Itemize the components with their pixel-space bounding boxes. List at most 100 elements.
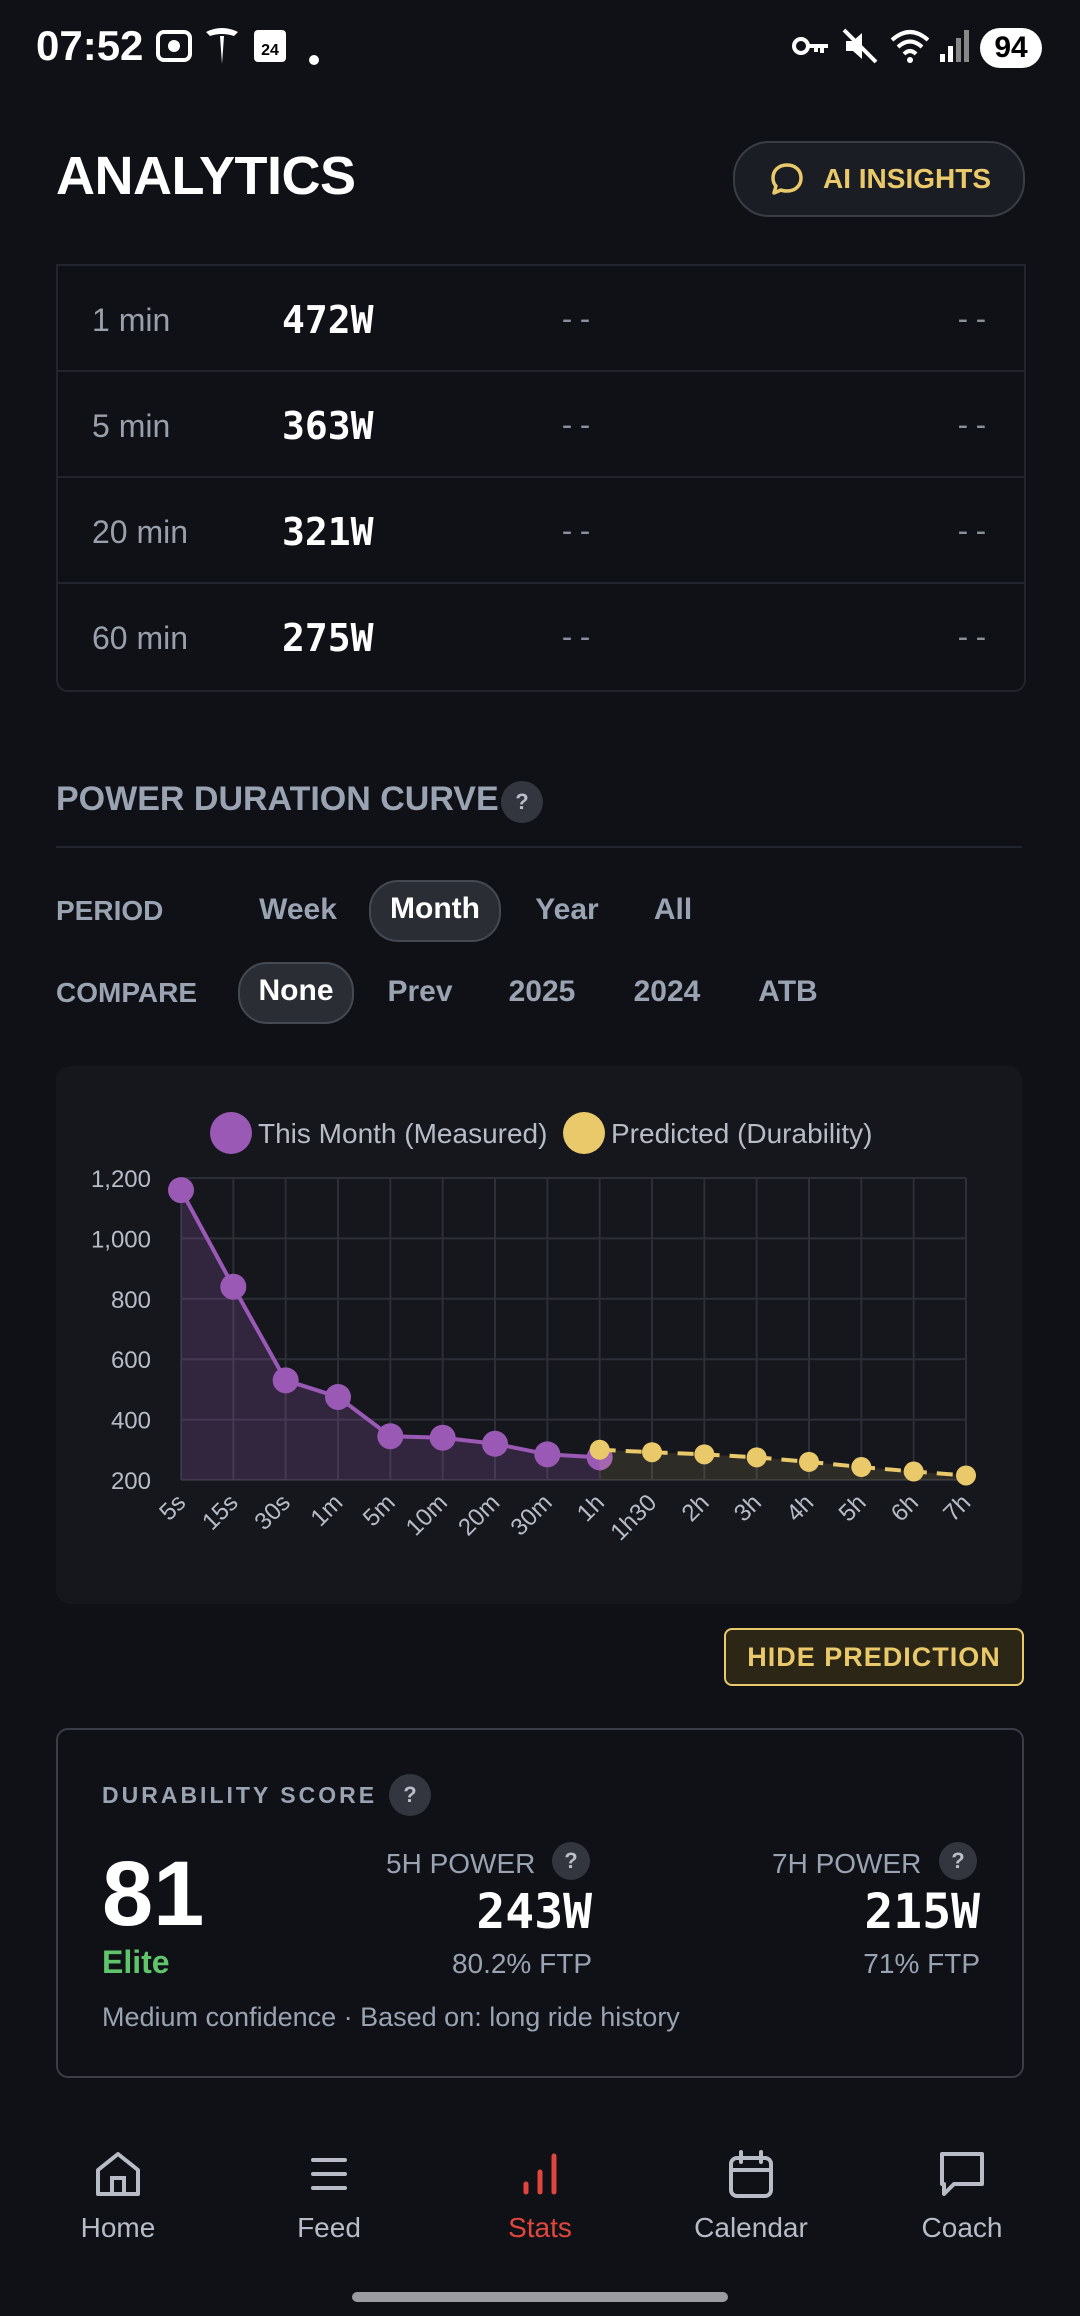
predicted-area	[599, 1449, 966, 1480]
measured-point	[220, 1273, 247, 1300]
power-5h-label: 5H POWER	[386, 1848, 536, 1879]
curve-help-button[interactable]: ?	[501, 781, 543, 823]
predicted-point	[642, 1442, 662, 1463]
table-row: 60 min 275W -- --	[58, 582, 1024, 690]
home-icon	[96, 2152, 140, 2196]
power-7h-help-button[interactable]: ?	[939, 1842, 977, 1880]
bottom-nav	[0, 2110, 1080, 2316]
calendar-icon	[729, 2150, 773, 2198]
status-bar: 07:52 24 94	[0, 0, 1080, 96]
section-title: POWER DURATION CURVE	[56, 780, 499, 818]
measured-point	[534, 1441, 561, 1468]
y-tick-label: 200	[111, 1468, 151, 1495]
legend-predicted-swatch	[563, 1112, 605, 1154]
x-tick-label: 3h	[729, 1489, 767, 1527]
x-tick-label: 5m	[358, 1489, 401, 1532]
predicted-point	[956, 1465, 976, 1486]
tesla-icon	[204, 26, 240, 75]
row-delta-value: --	[953, 620, 990, 655]
predicted-point	[903, 1461, 924, 1482]
predicted-point	[694, 1444, 715, 1465]
durability-help-button[interactable]: ?	[389, 1774, 431, 1816]
ai-insights-label: AI INSIGHTS	[823, 163, 992, 194]
row-compare-value: --	[558, 302, 595, 337]
x-tick-label: 4h	[781, 1489, 819, 1527]
x-tick-label: 1m	[306, 1489, 349, 1532]
power-5h-value: 243W	[476, 1884, 592, 1940]
nav-feed-label: Feed	[297, 2212, 361, 2243]
chat-icon	[940, 2152, 984, 2196]
power-7h-ftp: 71% FTP	[863, 1948, 980, 1979]
nav-calendar[interactable]: Calendar	[651, 2146, 851, 2244]
x-tick-label: 1h30	[605, 1489, 662, 1546]
legend-predicted-label: Predicted (Durability)	[611, 1118, 873, 1149]
x-tick-label: 10m	[401, 1489, 453, 1541]
compare-atb[interactable]: ATB	[758, 975, 818, 1008]
period-all[interactable]: All	[653, 893, 693, 926]
durability-label: DURABILITY SCORE	[102, 1782, 378, 1808]
compare-prev[interactable]: Prev	[387, 975, 453, 1008]
row-duration: 1 min	[92, 302, 171, 338]
row-watts: 321W	[282, 510, 374, 554]
durability-rating: Elite	[102, 1944, 170, 1980]
measured-point	[377, 1423, 404, 1450]
predicted-point	[799, 1451, 819, 1472]
row-compare-value: --	[558, 620, 595, 655]
nav-coach-label: Coach	[921, 2212, 1003, 2243]
period-month[interactable]: Month	[369, 880, 501, 942]
row-duration: 60 min	[92, 620, 189, 656]
x-tick-label: 20m	[453, 1489, 505, 1541]
row-delta-value: --	[953, 302, 990, 337]
y-tick-label: 800	[111, 1287, 151, 1314]
y-tick-label: 1,200	[91, 1166, 151, 1193]
screenshot-icon	[154, 26, 194, 75]
nav-home-label: Home	[80, 2212, 156, 2243]
feed-icon	[311, 2158, 347, 2190]
x-tick-label: 1h	[572, 1489, 610, 1527]
x-tick-label: 2h	[677, 1489, 715, 1527]
row-watts: 472W	[282, 298, 374, 342]
measured-point	[272, 1367, 299, 1394]
power-records-table: 1 min 472W -- -- 5 min 363W -- -- 20 min…	[56, 264, 1026, 692]
row-compare-value: --	[558, 514, 595, 549]
predicted-point	[589, 1439, 610, 1460]
row-duration: 5 min	[92, 408, 171, 444]
row-compare-value: --	[558, 408, 595, 443]
nav-coach[interactable]: Coach	[862, 2146, 1062, 2244]
power-5h-help-button[interactable]: ?	[552, 1842, 590, 1880]
x-tick-label: 6h	[886, 1489, 924, 1527]
measured-point	[168, 1177, 194, 1204]
stats-icon	[523, 2153, 557, 2195]
compare-2024[interactable]: 2024	[633, 975, 701, 1008]
power-7h-value: 215W	[864, 1884, 980, 1940]
period-year[interactable]: Year	[535, 893, 599, 926]
period-week[interactable]: Week	[259, 893, 337, 926]
row-watts: 363W	[282, 404, 374, 448]
hide-prediction-button[interactable]: HIDE PREDICTION	[724, 1628, 1024, 1686]
section-divider	[56, 846, 1022, 848]
nav-home[interactable]: Home	[18, 2146, 218, 2244]
y-tick-label: 400	[111, 1408, 151, 1435]
x-tick-label: 30m	[505, 1489, 557, 1541]
nav-feed[interactable]: Feed	[229, 2146, 429, 2244]
x-tick-label: 30s	[249, 1489, 295, 1535]
compare-2025[interactable]: 2025	[508, 975, 576, 1008]
row-delta-value: --	[953, 514, 990, 549]
legend-measured-label: This Month (Measured)	[258, 1118, 548, 1149]
measured-point	[429, 1424, 456, 1451]
x-tick-label: 15s	[197, 1489, 243, 1535]
nav-stats[interactable]: Stats	[440, 2146, 640, 2244]
calendar-status-icon: 24	[252, 26, 288, 73]
predicted-point	[851, 1457, 872, 1478]
y-tick-label: 1,000	[91, 1226, 151, 1253]
table-row: 20 min 321W -- --	[58, 476, 1024, 584]
compare-none[interactable]: None	[238, 962, 354, 1024]
ai-insights-button[interactable]: AI INSIGHTS	[733, 141, 1025, 217]
measured-area	[181, 1190, 600, 1480]
compare-label: COMPARE	[56, 977, 198, 1008]
mute-icon	[840, 26, 880, 75]
status-time: 07:52	[36, 22, 144, 69]
x-tick-label: 7h	[938, 1489, 976, 1527]
x-tick-label: 5s	[154, 1489, 191, 1526]
